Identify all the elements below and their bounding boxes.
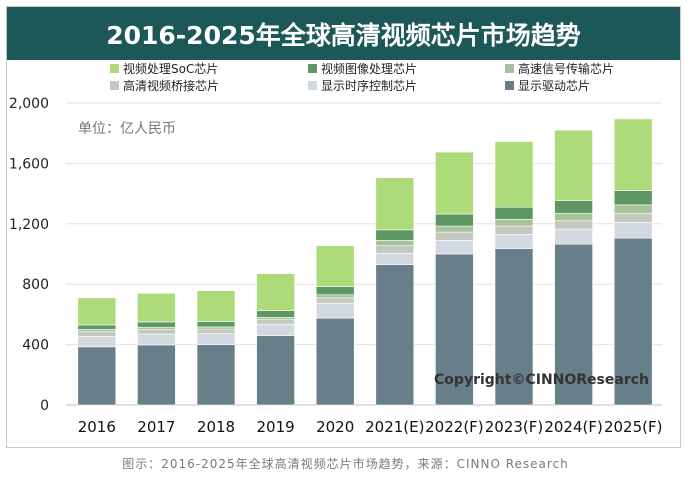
bar-segment	[494, 218, 534, 227]
bar-segment	[435, 240, 474, 255]
x-tick-label: 2023(F)	[485, 418, 544, 436]
legend-label: 高清视频桥接芯片	[123, 78, 219, 93]
x-tick-label: 2022(F)	[425, 418, 484, 436]
bar-segment	[77, 331, 117, 337]
bar-segment	[256, 323, 295, 336]
bar-segment	[613, 118, 653, 191]
bar-segment	[435, 253, 474, 406]
bar-segment	[494, 225, 534, 235]
bar-segment	[315, 286, 355, 296]
x-tick-label: 2024(F)	[544, 418, 603, 436]
bar-segment	[137, 344, 176, 406]
bar-segment	[554, 200, 593, 214]
bar-segment	[613, 204, 653, 214]
bar-segment	[315, 317, 355, 406]
bar-segment	[375, 240, 415, 246]
bar-segment	[196, 344, 236, 406]
bar-segment	[315, 294, 355, 299]
bar-segment	[137, 326, 176, 330]
bar-segment	[137, 292, 176, 323]
copyright-watermark: Copyright©CINNOResearch	[434, 372, 649, 388]
bar-segment	[315, 297, 355, 304]
bar-segment	[435, 213, 474, 227]
bar-segment	[375, 229, 415, 241]
chart-title: 2016-2025年全球高清视频芯片市场趋势	[106, 20, 581, 50]
bar-segment	[435, 151, 474, 215]
x-tick-label: 2017	[137, 418, 175, 436]
bar-segment	[137, 321, 176, 328]
bar-segment	[613, 190, 653, 206]
bar-segment	[77, 335, 117, 348]
bar-segment	[375, 252, 415, 265]
y-tick-label: 400	[22, 338, 49, 354]
bar-segment	[315, 302, 355, 319]
bar-segment	[77, 324, 117, 330]
bar-segment	[256, 317, 295, 320]
legend-label: 显示驱动芯片	[518, 79, 590, 93]
bar-segment	[196, 321, 236, 328]
bar-segment	[613, 212, 653, 223]
bar-segment	[137, 329, 176, 335]
legend-swatch	[308, 81, 317, 90]
bar-segment	[375, 245, 415, 254]
bar-segment	[256, 273, 295, 311]
x-tick-label: 2016	[78, 418, 116, 436]
legend-swatch	[505, 81, 514, 90]
y-tick-label: 1,200	[9, 217, 49, 233]
y-tick-label: 1,600	[9, 156, 49, 172]
bar-segment	[196, 328, 236, 335]
bar-segment	[494, 141, 534, 208]
bar-segment	[256, 319, 295, 325]
bar-segment	[256, 310, 295, 318]
bar-segment	[554, 220, 593, 230]
legend-label: 视频图像处理芯片	[321, 61, 417, 76]
bar-segment	[375, 177, 415, 231]
bar-segment	[196, 333, 236, 345]
bar-segment	[137, 333, 176, 346]
bar-segment	[554, 212, 593, 222]
legend-swatch	[110, 81, 119, 90]
bar-segment	[77, 297, 117, 326]
bar-segment	[435, 231, 474, 241]
bar-segment	[375, 264, 415, 406]
legend-label: 显示时序控制芯片	[321, 78, 417, 93]
bar-segment	[196, 326, 236, 330]
bar-segment	[494, 234, 534, 250]
legend-label: 高速信号传输芯片	[518, 61, 614, 76]
bar-segment	[613, 237, 653, 406]
y-tick-label: 800	[22, 277, 49, 293]
bar-segment	[613, 221, 653, 239]
legend-swatch	[308, 64, 317, 73]
x-tick-label: 2025(F)	[604, 418, 663, 436]
figure-caption: 图示：2016-2025年全球高清视频芯片市场趋势，来源：CINNO Resea…	[122, 457, 569, 471]
bar-segment	[77, 329, 117, 333]
legend-swatch	[110, 64, 119, 73]
title-banner: 2016-2025年全球高清视频芯片市场趋势	[7, 7, 680, 60]
x-tick-label: 2020	[316, 418, 354, 436]
bar-segment	[256, 335, 295, 406]
bar-segment	[196, 290, 236, 322]
unit-label: 单位：亿人民币	[78, 121, 176, 137]
bar-segment	[77, 346, 117, 406]
bar-segment	[435, 225, 474, 233]
bar-segment	[554, 129, 593, 201]
legend-swatch	[505, 64, 514, 73]
x-tick-label: 2018	[197, 418, 235, 436]
x-tick-label: 2019	[257, 418, 295, 436]
bar-segment	[494, 206, 534, 220]
y-tick-label: 0	[40, 398, 49, 414]
bar-segment	[315, 245, 355, 287]
legend-label: 视频处理SoC芯片	[123, 61, 218, 76]
y-tick-label: 2,000	[9, 96, 49, 112]
bar-segment	[554, 228, 593, 245]
x-tick-label: 2021(E)	[365, 418, 424, 436]
